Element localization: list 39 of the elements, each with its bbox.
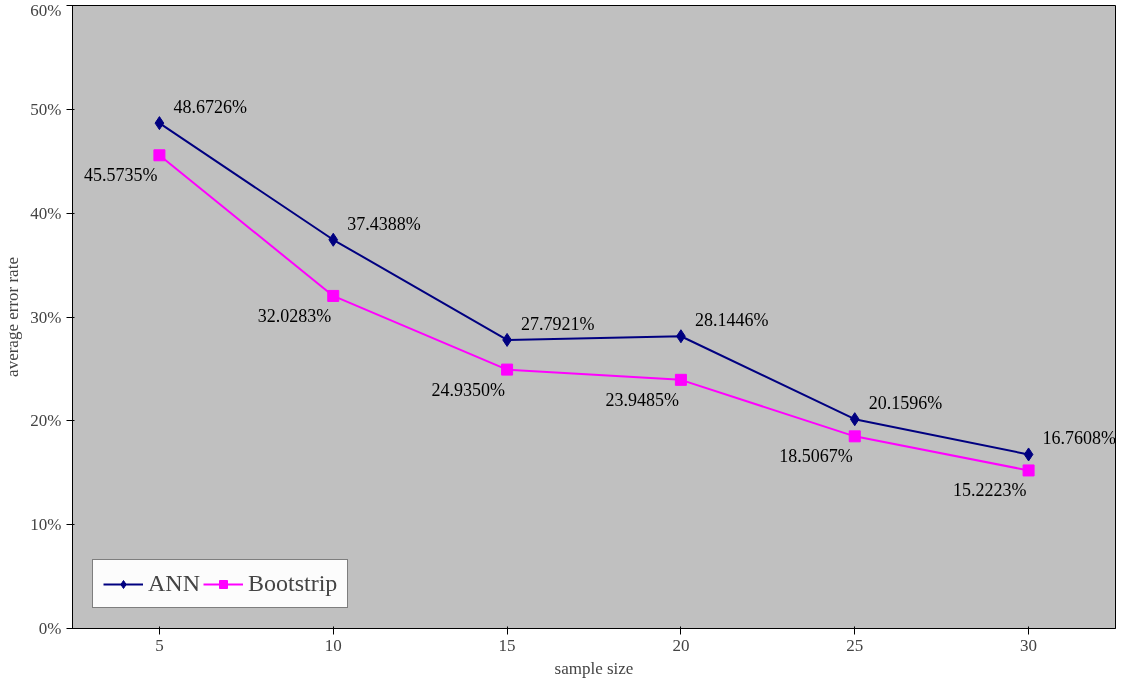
y-tick-label: 60% (30, 0, 62, 20)
y-tick-label: 40% (30, 203, 62, 223)
data-label: 15.2223% (953, 480, 1027, 501)
point (674, 373, 687, 386)
x-tick-label: 20 (672, 635, 690, 655)
x-tick-label: 25 (846, 635, 864, 655)
y-tick-label: 0% (38, 619, 62, 638)
point (1022, 464, 1035, 477)
point (328, 232, 339, 247)
x-tick-label: 10 (324, 635, 342, 655)
data-label: 27.7921% (521, 313, 595, 334)
point (501, 363, 514, 376)
x-tick-label: 30 (1020, 635, 1038, 655)
data-label: 20.1596% (868, 393, 943, 414)
point (849, 412, 860, 427)
y-tick-label: 20% (30, 411, 62, 431)
data-label: 28.1446% (694, 310, 769, 331)
point (153, 149, 166, 162)
data-label: 32.0283% (257, 305, 332, 326)
x-axis-title: sample size (554, 658, 634, 678)
data-label: 23.9485% (605, 389, 679, 410)
data-label: 16.7608% (1042, 428, 1117, 449)
y-tick-label: 50% (30, 99, 62, 119)
y-tick-label: 30% (30, 307, 62, 327)
point (1023, 447, 1034, 462)
legend-label: Bootstrip (248, 570, 338, 597)
data-label: 24.9350% (431, 379, 506, 400)
point (848, 430, 861, 443)
y-tick-label: 10% (30, 515, 62, 535)
x-tick-label: 5 (155, 635, 164, 655)
x-tick-label: 15 (498, 635, 516, 655)
data-label: 18.5067% (779, 446, 853, 467)
y-axis-title: average error rate (3, 257, 23, 377)
legend-label: ANN (148, 570, 200, 597)
data-label: 37.4388% (347, 213, 421, 234)
data-label: 48.6726% (173, 97, 247, 118)
data-label: 45.5735% (83, 165, 158, 186)
point (154, 116, 165, 131)
point (327, 289, 340, 302)
